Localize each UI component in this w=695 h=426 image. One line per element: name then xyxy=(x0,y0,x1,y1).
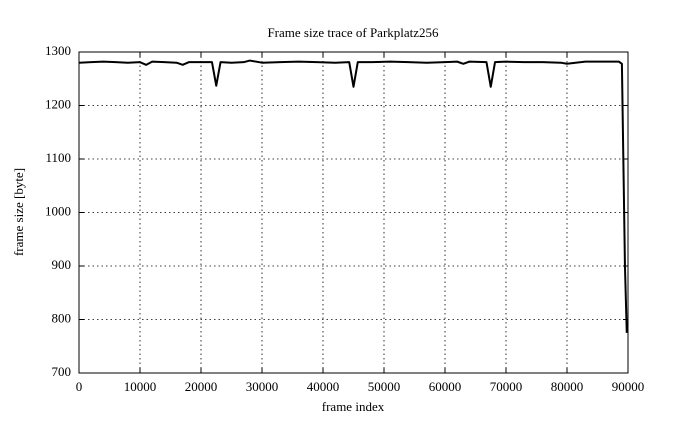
data-line xyxy=(78,59,628,333)
chart-title: Frame size trace of Parkplatz256 xyxy=(267,25,439,40)
x-tick-label: 70000 xyxy=(490,379,523,394)
y-tick-label: 800 xyxy=(52,310,72,325)
x-axis-label: frame index xyxy=(322,399,385,414)
y-tick-label: 1100 xyxy=(45,150,71,165)
y-axis-label: frame size [byte] xyxy=(11,168,26,256)
x-tick-label: 80000 xyxy=(551,379,584,394)
y-tick-label: 900 xyxy=(52,257,72,272)
x-tick-label: 10000 xyxy=(124,379,157,394)
y-tick-label: 700 xyxy=(52,364,72,379)
x-tick-label: 0 xyxy=(76,379,83,394)
x-tick-label: 20000 xyxy=(185,379,218,394)
x-tick-label: 50000 xyxy=(368,379,401,394)
x-tick-label: 30000 xyxy=(246,379,279,394)
x-tick-label: 90000 xyxy=(612,379,645,394)
plot-frame xyxy=(78,51,629,374)
y-tick-label: 1300 xyxy=(45,43,71,58)
x-tick-label: 40000 xyxy=(307,379,340,394)
y-tick-label: 1000 xyxy=(45,203,71,218)
x-tick-label: 60000 xyxy=(429,379,462,394)
y-tick-label: 1200 xyxy=(45,96,71,111)
